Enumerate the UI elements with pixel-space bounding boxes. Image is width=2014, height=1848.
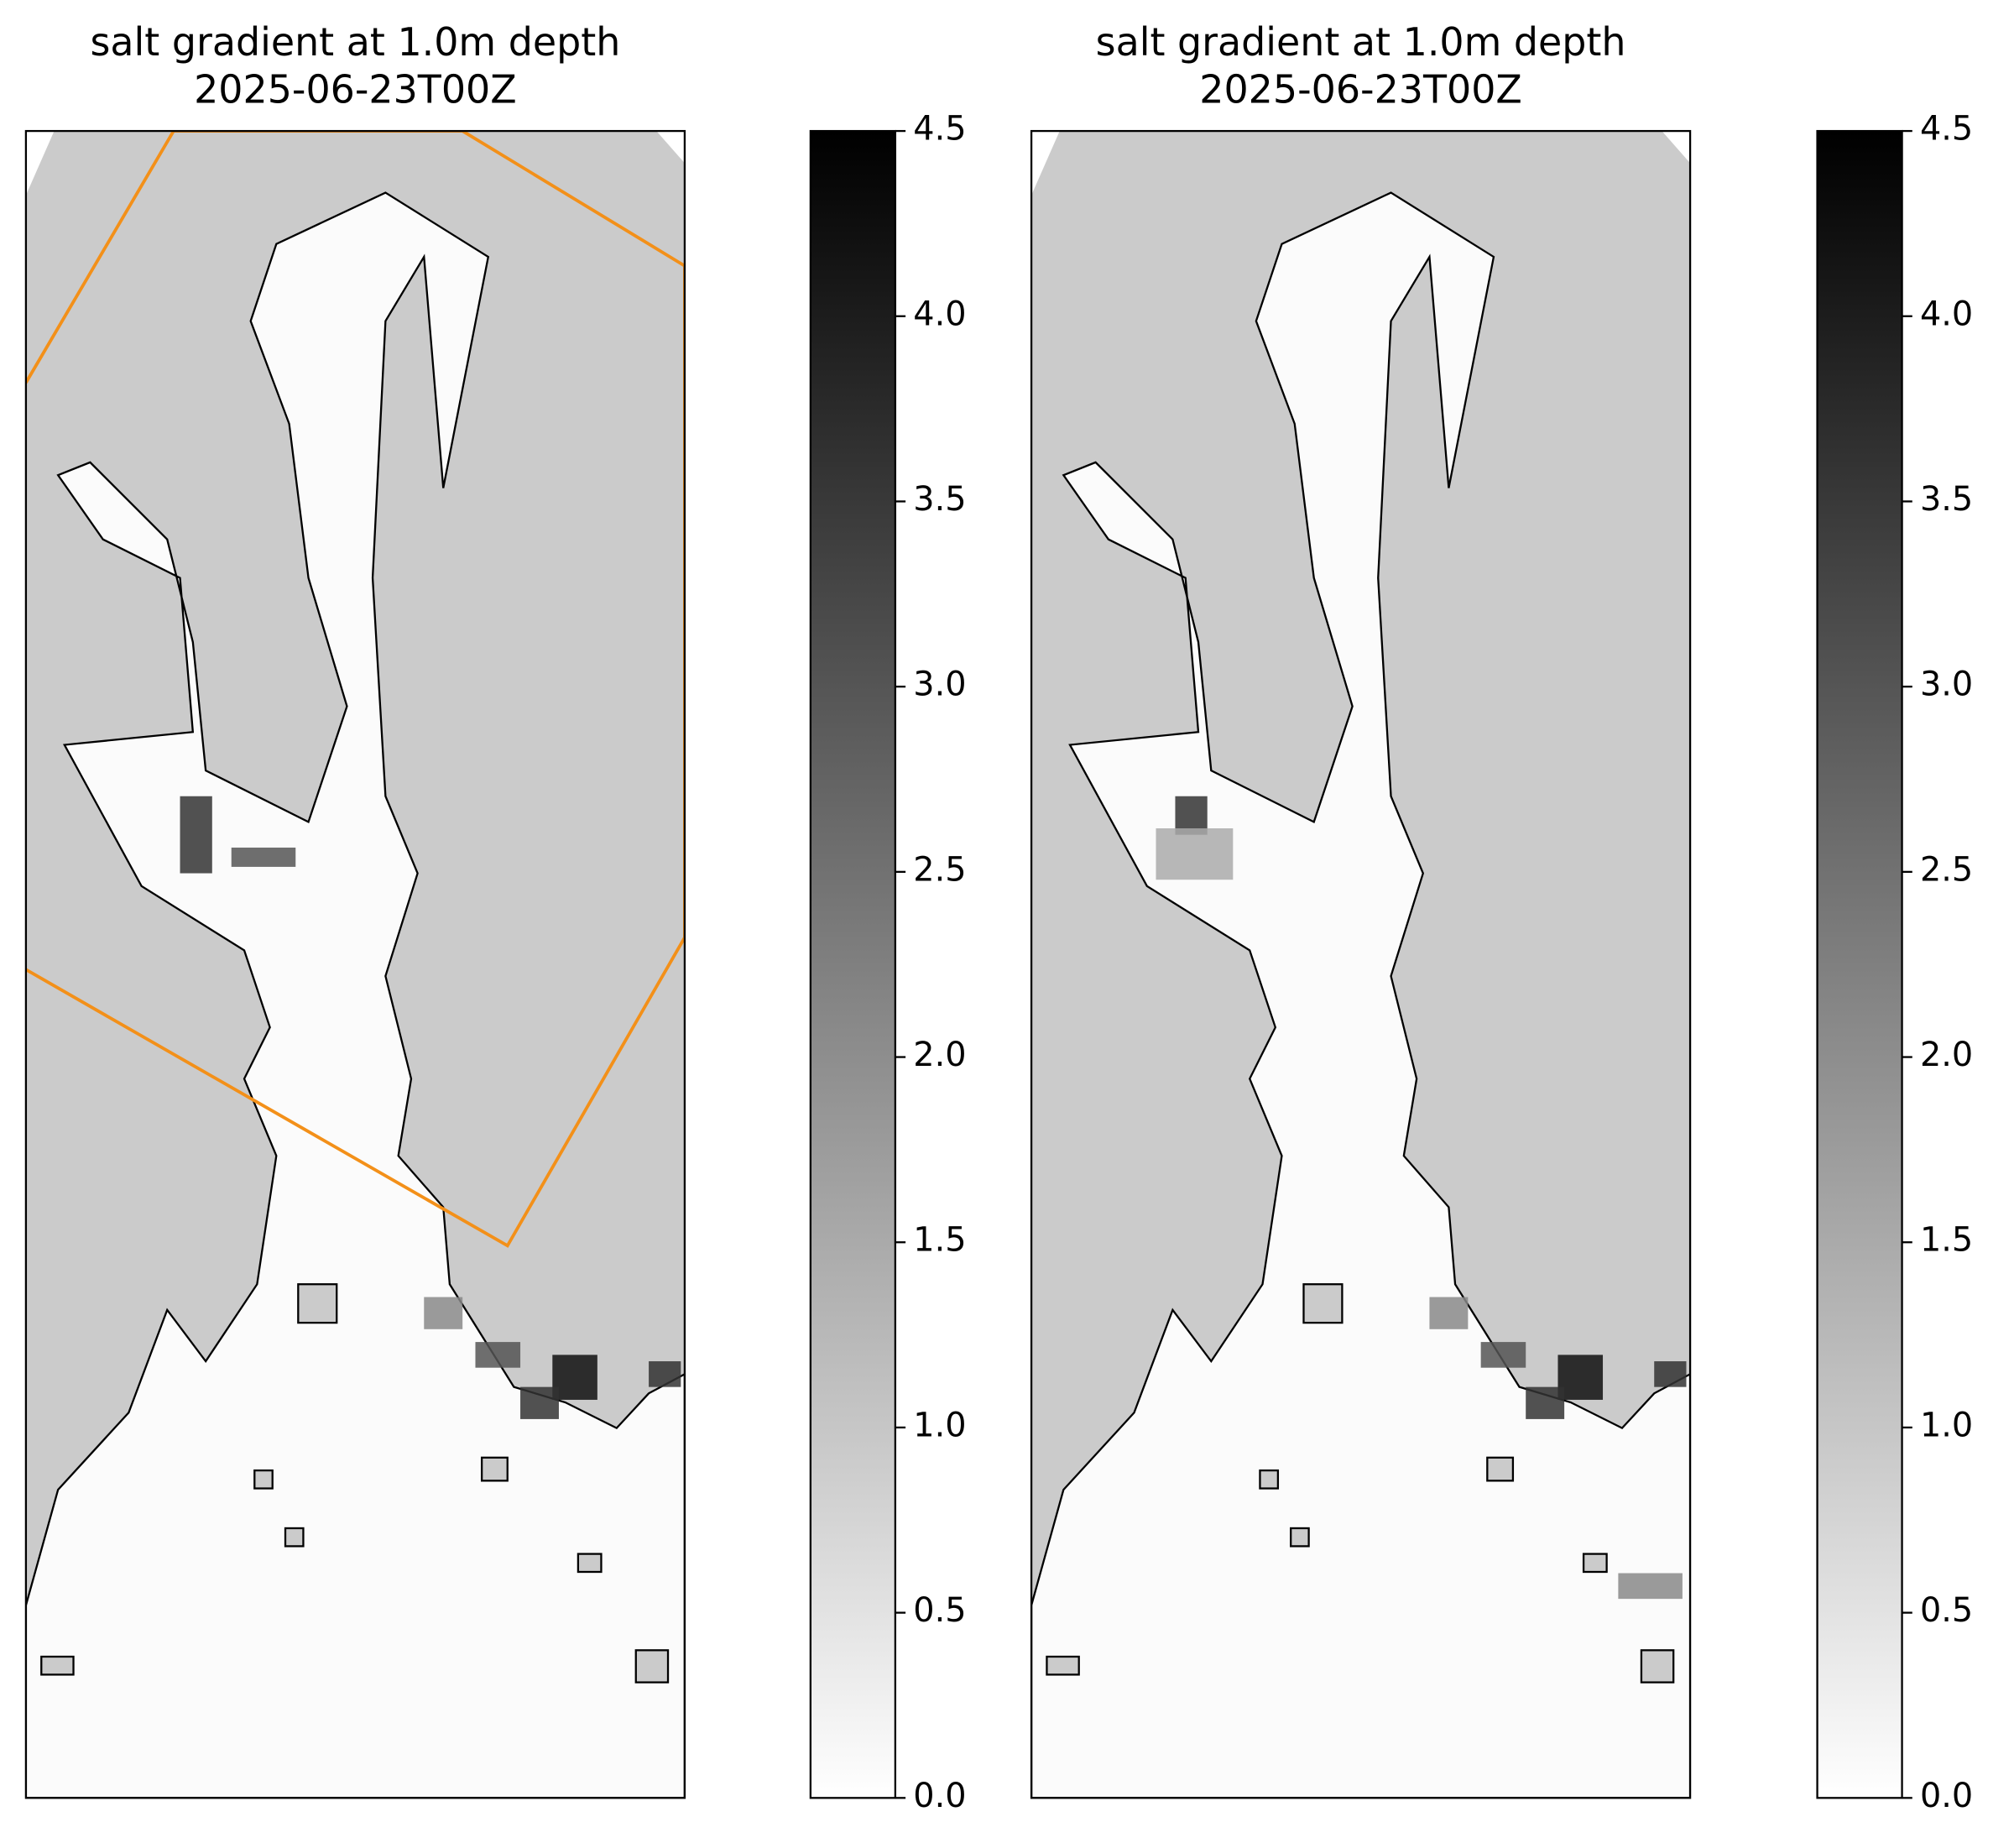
colorbar-tick-label: 0.5 <box>1920 1591 1973 1630</box>
subdomain-box <box>25 131 685 1248</box>
domain-edge <box>1662 131 1691 164</box>
gradient-patch <box>1618 1573 1683 1600</box>
colorbar-tick-label: 2.0 <box>913 1036 966 1074</box>
colorbar-tick-label: 1.0 <box>913 1406 966 1444</box>
axes-frame <box>24 129 686 1799</box>
colorbar-tick-label: 0.5 <box>913 1591 966 1630</box>
water <box>1031 191 1691 1798</box>
domain-edge <box>25 131 55 196</box>
gradient-patch <box>1654 1361 1687 1387</box>
map-panel <box>25 131 685 1798</box>
domain-edge <box>1031 131 1060 196</box>
map-panel <box>1031 131 1691 1798</box>
water-group <box>1031 191 1691 1798</box>
gradient-patch <box>424 1297 463 1329</box>
colorbar-tick-label: 2.5 <box>913 850 966 889</box>
colorbar-tick-label: 1.5 <box>1920 1221 1973 1260</box>
island <box>634 1649 670 1684</box>
colorbar-tick-label: 3.5 <box>1920 480 1973 519</box>
colorbar-tick-label: 2.0 <box>1920 1036 1973 1074</box>
island <box>1582 1553 1608 1574</box>
water <box>25 191 685 1798</box>
gradient-patch <box>1429 1297 1469 1329</box>
colorbar-tick-label: 3.5 <box>913 480 966 519</box>
island <box>1486 1456 1515 1482</box>
island <box>253 1469 274 1490</box>
gradient-patch <box>520 1386 559 1419</box>
island <box>284 1527 305 1548</box>
chart-subtitle: 2025-06-23T00Z <box>194 67 517 112</box>
gradient-patch <box>1156 827 1234 880</box>
colorbar <box>1816 129 1903 1799</box>
gradient-patch <box>1557 1355 1604 1400</box>
island <box>1046 1655 1080 1676</box>
island <box>1259 1469 1280 1490</box>
colorbar-tick-label: 3.0 <box>913 666 966 704</box>
water-group <box>25 191 685 1798</box>
gradient-patch <box>475 1342 521 1368</box>
colorbar-tick-label: 4.5 <box>913 110 966 149</box>
colorbar <box>809 129 897 1799</box>
gradient-patch <box>231 847 296 867</box>
chart-title: salt gradient at 1.0m depth <box>91 19 621 65</box>
island <box>40 1655 75 1676</box>
island <box>577 1553 603 1574</box>
colorbar-tick-label: 4.0 <box>1920 295 1973 333</box>
island <box>1302 1283 1344 1324</box>
chart-title: salt gradient at 1.0m depth <box>1096 19 1626 65</box>
gradient-patch <box>649 1361 681 1387</box>
colorbar-tick-label: 0.0 <box>1920 1777 1973 1815</box>
island <box>1290 1527 1310 1548</box>
colorbar-tick-label: 1.0 <box>1920 1406 1973 1444</box>
colorbar-tick-label: 3.0 <box>1920 666 1973 704</box>
colorbar-tick-label: 2.5 <box>1920 850 1973 889</box>
colorbar-tick-label: 0.0 <box>913 1777 966 1815</box>
gradient-patch <box>180 796 212 874</box>
gradient-patch <box>1480 1342 1526 1368</box>
gradient-patch <box>552 1355 597 1400</box>
colorbar-tick-label: 1.5 <box>913 1221 966 1260</box>
axes-frame <box>1030 129 1692 1799</box>
domain-edge <box>656 131 685 164</box>
colorbar-tick-label: 4.0 <box>913 295 966 333</box>
island <box>1640 1649 1675 1684</box>
chart-subtitle: 2025-06-23T00Z <box>1199 67 1522 112</box>
island <box>480 1456 509 1482</box>
colorbar-tick-label: 4.5 <box>1920 110 1973 149</box>
gradient-patch <box>1526 1386 1565 1419</box>
island <box>297 1283 338 1324</box>
